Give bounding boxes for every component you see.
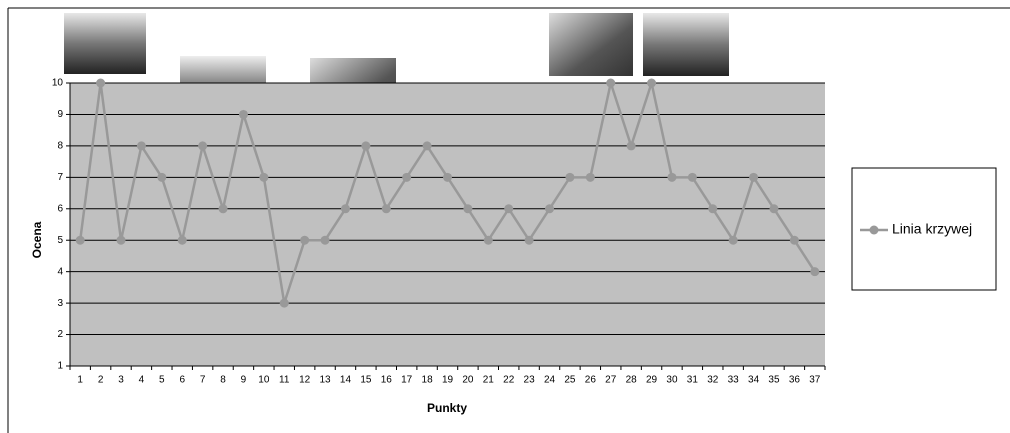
data-point xyxy=(585,172,595,182)
data-point xyxy=(687,172,697,182)
x-tick-label: 23 xyxy=(524,375,536,386)
y-tick-label: 8 xyxy=(57,141,63,152)
x-tick-label: 1 xyxy=(77,375,83,386)
photo xyxy=(64,13,146,74)
data-point xyxy=(198,141,208,151)
photo xyxy=(549,13,633,76)
x-tick-label: 32 xyxy=(707,375,719,386)
x-tick-label: 6 xyxy=(179,375,185,386)
data-point xyxy=(177,235,187,245)
x-tick-label: 5 xyxy=(159,375,165,386)
x-tick-label: 10 xyxy=(258,375,270,386)
data-point xyxy=(75,235,85,245)
x-tick-label: 8 xyxy=(220,375,226,386)
data-point xyxy=(116,235,126,245)
photo xyxy=(643,13,729,76)
x-tick-label: 3 xyxy=(118,375,124,386)
data-point xyxy=(667,172,677,182)
data-point xyxy=(422,141,432,151)
legend-marker xyxy=(869,225,879,235)
data-point xyxy=(565,172,575,182)
y-axis-title: Ocena xyxy=(30,221,44,258)
x-tick-label: 12 xyxy=(299,375,311,386)
data-point xyxy=(504,204,514,214)
x-tick-label: 17 xyxy=(401,375,413,386)
data-point xyxy=(381,204,391,214)
legend-label: Linia krzywej xyxy=(892,221,972,237)
x-tick-label: 11 xyxy=(279,375,290,386)
y-tick-label: 2 xyxy=(57,329,63,340)
x-tick-label: 13 xyxy=(320,375,332,386)
x-tick-label: 15 xyxy=(360,375,372,386)
x-tick-label: 28 xyxy=(626,375,638,386)
plot-background xyxy=(70,83,825,366)
data-point xyxy=(789,235,799,245)
data-point xyxy=(483,235,493,245)
data-point xyxy=(463,204,473,214)
x-tick-label: 31 xyxy=(687,375,699,386)
x-tick-label: 16 xyxy=(381,375,393,386)
x-tick-label: 19 xyxy=(442,375,454,386)
data-point xyxy=(300,235,310,245)
data-point xyxy=(340,204,350,214)
x-tick-label: 29 xyxy=(646,375,658,386)
y-tick-label: 6 xyxy=(57,203,63,214)
x-tick-label: 25 xyxy=(564,375,576,386)
x-tick-label: 33 xyxy=(728,375,740,386)
data-point xyxy=(96,78,106,88)
x-tick-label: 30 xyxy=(666,375,678,386)
y-tick-label: 7 xyxy=(57,172,63,183)
x-tick-label: 4 xyxy=(139,375,145,386)
x-tick-label: 22 xyxy=(503,375,515,386)
data-point xyxy=(606,78,616,88)
x-tick-label: 35 xyxy=(768,375,780,386)
data-point xyxy=(728,235,738,245)
x-tick-label: 14 xyxy=(340,375,352,386)
x-tick-label: 34 xyxy=(748,375,760,386)
y-tick-label: 4 xyxy=(57,266,63,277)
data-point xyxy=(810,267,820,277)
data-point xyxy=(279,298,289,308)
data-point xyxy=(157,172,167,182)
data-point xyxy=(524,235,534,245)
x-tick-label: 9 xyxy=(241,375,247,386)
x-tick-label: 37 xyxy=(809,375,821,386)
data-point xyxy=(361,141,371,151)
data-point xyxy=(402,172,412,182)
x-axis-title: Punkty xyxy=(427,401,467,415)
data-point xyxy=(136,141,146,151)
y-tick-label: 1 xyxy=(57,361,63,372)
x-tick-label: 7 xyxy=(200,375,206,386)
y-tick-label: 9 xyxy=(57,109,63,120)
data-point xyxy=(647,78,657,88)
data-point xyxy=(545,204,555,214)
x-tick-label: 20 xyxy=(462,375,474,386)
x-tick-label: 18 xyxy=(422,375,434,386)
x-tick-label: 21 xyxy=(483,375,495,386)
data-point xyxy=(708,204,718,214)
data-point xyxy=(259,172,269,182)
x-tick-label: 26 xyxy=(585,375,597,386)
y-tick-label: 5 xyxy=(57,235,63,246)
y-tick-label: 10 xyxy=(52,78,64,89)
data-point xyxy=(238,109,248,119)
x-tick-label: 36 xyxy=(789,375,801,386)
data-point xyxy=(443,172,452,182)
x-tick-label: 24 xyxy=(544,375,556,386)
x-tick-label: 27 xyxy=(605,375,617,386)
data-point xyxy=(218,204,228,214)
data-point xyxy=(769,204,779,214)
data-point xyxy=(626,141,636,151)
data-point xyxy=(320,235,330,245)
data-point xyxy=(749,172,759,182)
x-tick-label: 2 xyxy=(98,375,104,386)
y-tick-label: 3 xyxy=(57,298,63,309)
